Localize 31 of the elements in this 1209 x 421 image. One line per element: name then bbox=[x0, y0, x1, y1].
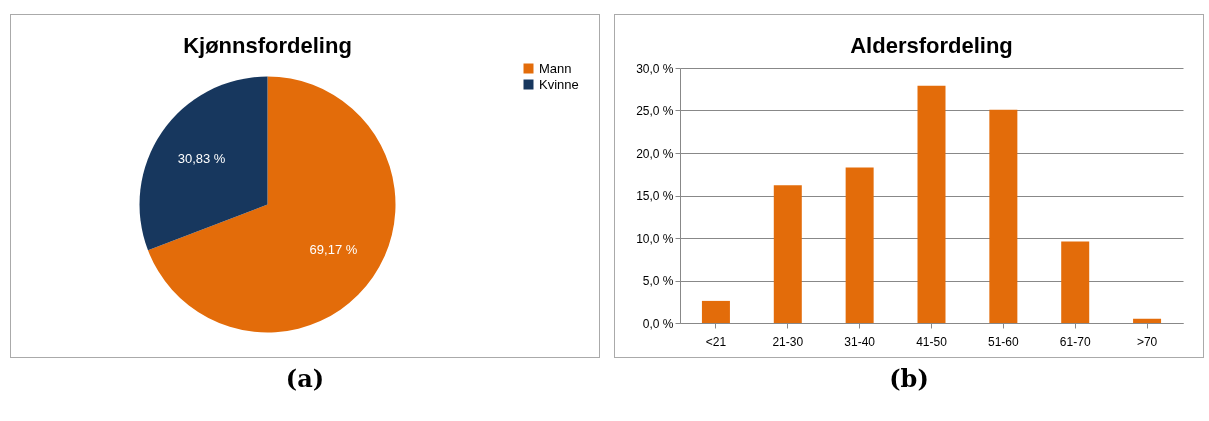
text: (a) bbox=[284, 364, 326, 393]
y-tick-label: 15,0 % bbox=[636, 189, 674, 203]
data-label: 30,83 % bbox=[177, 151, 226, 167]
chart-title: Aldersfordeling bbox=[850, 33, 1013, 58]
y-tick-label: 10,0 % bbox=[636, 231, 674, 246]
pie-slice bbox=[139, 76, 268, 251]
y-tick-label: 0,0 % bbox=[642, 316, 674, 331]
data-label: 69,17 % bbox=[309, 241, 358, 257]
bar bbox=[845, 167, 874, 323]
pie-slice bbox=[147, 76, 396, 333]
bar bbox=[773, 185, 802, 323]
y-tick-label: 5,0 % bbox=[642, 274, 674, 288]
text: (b) bbox=[888, 364, 930, 393]
bar bbox=[701, 300, 730, 323]
x-tick-label: 61-70 bbox=[1059, 334, 1091, 349]
chart-title: Kjønnsfordeling bbox=[183, 33, 352, 58]
x-tick-label: 31-40 bbox=[844, 334, 876, 349]
bar bbox=[917, 85, 946, 323]
bar bbox=[1133, 318, 1162, 323]
x-tick-label: 41-50 bbox=[916, 334, 948, 349]
x-tick-label: >70 bbox=[1136, 334, 1158, 349]
legend-label: Kvinne bbox=[539, 76, 579, 92]
bar bbox=[989, 109, 1018, 323]
x-tick-label: 21-30 bbox=[772, 334, 804, 349]
x-tick-label: <21 bbox=[705, 334, 727, 349]
y-tick-label: 30,0 % bbox=[636, 61, 674, 76]
y-tick-label: 25,0 % bbox=[636, 104, 674, 118]
legend-label: Mann bbox=[539, 60, 572, 76]
y-tick-label: 20,0 % bbox=[636, 146, 674, 161]
bar bbox=[1061, 241, 1090, 323]
x-tick-label: 51-60 bbox=[988, 334, 1020, 349]
